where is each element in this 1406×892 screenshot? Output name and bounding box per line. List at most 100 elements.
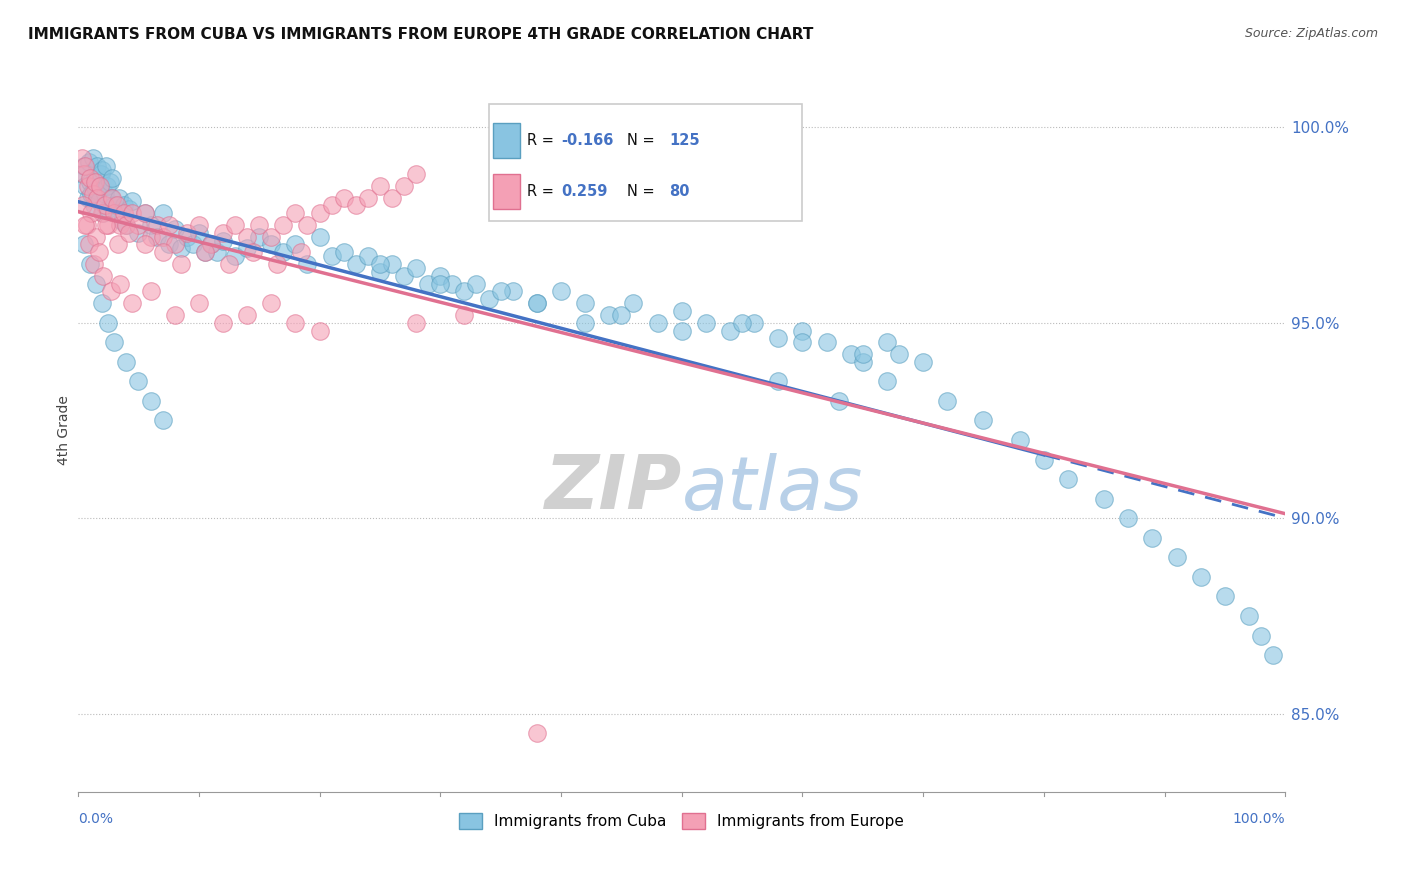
Point (77, 155, 100, 169)
Point (236, 241, 259, 255)
Point (70, 167, 93, 181)
Point (105, 206, 128, 220)
Point (93, 198, 115, 212)
Point (115, 218, 138, 232)
Point (224, 249, 246, 263)
Point (260, 237, 283, 252)
Point (768, 375, 790, 389)
Point (139, 218, 162, 232)
Point (212, 226, 235, 240)
Point (742, 316, 765, 330)
Point (103, 335, 125, 350)
Point (671, 304, 693, 318)
Point (205, 245, 228, 260)
Point (792, 335, 814, 350)
Point (224, 218, 246, 232)
Point (118, 226, 141, 240)
Point (163, 237, 186, 252)
Point (381, 190, 404, 204)
Point (163, 222, 186, 236)
Point (82, 152, 104, 166)
Point (1263, 648, 1285, 662)
Point (852, 355, 875, 369)
Point (418, 277, 440, 291)
Point (76, 190, 98, 204)
Point (93, 268, 115, 283)
Point (212, 316, 235, 330)
Point (80, 186, 103, 201)
Point (1213, 590, 1236, 604)
Point (75, 178, 97, 193)
Point (93, 186, 115, 201)
Point (152, 229, 174, 244)
Point (768, 331, 790, 345)
Point (827, 393, 849, 408)
Point (273, 218, 295, 232)
Point (139, 393, 162, 408)
Point (297, 257, 319, 271)
Point (145, 218, 167, 232)
Point (273, 245, 295, 260)
Point (381, 257, 404, 271)
Point (453, 285, 475, 299)
Point (82, 186, 104, 201)
Point (368, 257, 391, 271)
Point (103, 198, 125, 212)
Point (84, 171, 107, 186)
Legend: Immigrants from Cuba, Immigrants from Europe: Immigrants from Cuba, Immigrants from Eu… (453, 806, 910, 835)
Point (97, 202, 120, 217)
Point (308, 324, 330, 338)
Point (91, 296, 114, 310)
Point (610, 308, 633, 322)
Point (1189, 570, 1212, 584)
Point (170, 257, 193, 271)
Point (181, 237, 204, 252)
Point (574, 316, 596, 330)
Point (852, 347, 875, 361)
Text: IMMIGRANTS FROM CUBA VS IMMIGRANTS FROM EUROPE 4TH GRADE CORRELATION CHART: IMMIGRANTS FROM CUBA VS IMMIGRANTS FROM … (28, 27, 814, 42)
Point (671, 324, 693, 338)
Text: 125: 125 (669, 134, 700, 148)
Point (574, 296, 596, 310)
Point (194, 245, 217, 260)
Point (1166, 550, 1188, 565)
Point (1237, 609, 1260, 624)
Point (912, 355, 935, 369)
Point (357, 190, 380, 204)
Text: 0.259: 0.259 (561, 185, 607, 199)
Point (127, 375, 149, 389)
Text: R =: R = (527, 185, 558, 199)
Point (96, 178, 118, 193)
Point (623, 296, 645, 310)
Point (127, 218, 149, 232)
Point (260, 296, 283, 310)
FancyBboxPatch shape (488, 103, 803, 221)
Point (598, 308, 620, 322)
Point (284, 316, 307, 330)
FancyBboxPatch shape (494, 123, 520, 159)
Point (84, 175, 107, 189)
Point (90, 167, 112, 181)
Point (502, 285, 524, 299)
Point (110, 214, 132, 228)
Point (212, 234, 235, 248)
Point (73, 159, 96, 173)
Text: 80: 80 (669, 185, 690, 199)
Point (695, 316, 717, 330)
Text: R =: R = (527, 134, 558, 148)
Point (876, 375, 898, 389)
Point (792, 324, 814, 338)
Point (321, 249, 343, 263)
FancyBboxPatch shape (494, 174, 520, 210)
Point (187, 218, 209, 232)
Point (84, 277, 107, 291)
Point (200, 237, 222, 252)
Text: N =: N = (627, 134, 659, 148)
Point (1118, 511, 1140, 525)
Point (731, 316, 754, 330)
Point (1032, 452, 1054, 467)
Point (647, 316, 669, 330)
Point (392, 268, 415, 283)
Point (1142, 531, 1164, 545)
Point (284, 237, 307, 252)
